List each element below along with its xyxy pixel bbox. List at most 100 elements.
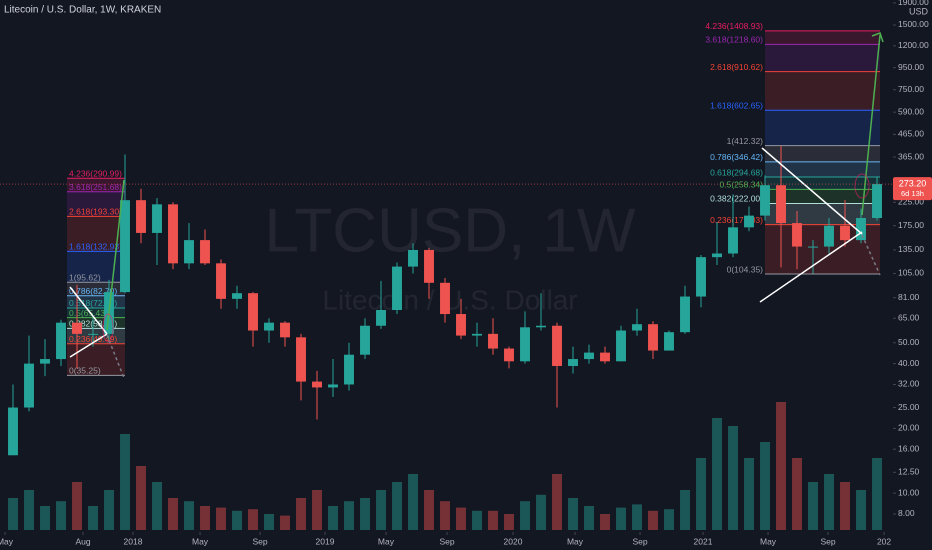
x-tick-label: May [567, 536, 584, 546]
fib-label: 1(95.62) [69, 272, 101, 282]
volume-bar [872, 458, 882, 530]
candle-body [808, 246, 818, 248]
volume-bar [424, 490, 434, 530]
watermark-symbol: LTCUSD, 1W [265, 196, 636, 265]
fib-zone [765, 161, 880, 178]
fib-label: 1.618(602.65) [710, 100, 763, 110]
volume-bar [280, 515, 290, 530]
volume-bar [392, 482, 402, 530]
candle-body [280, 322, 290, 338]
candle-body [568, 359, 578, 366]
chart-title: Litecoin / U.S. Dollar, 1W, KRAKEN [4, 5, 161, 16]
candle-body [376, 310, 386, 326]
volume-bar [120, 434, 130, 530]
candle-body [856, 218, 866, 241]
fib-zone [765, 71, 880, 111]
y-tick-label: 25.00 [898, 402, 920, 412]
candle-body [728, 227, 738, 254]
y-tick-label: 465.00 [898, 129, 924, 139]
candle-body [824, 225, 834, 247]
volume-bar [408, 474, 418, 530]
volume-bar [200, 506, 210, 530]
y-tick-label: 1500.00 [898, 19, 929, 29]
y-tick-label: 1200.00 [898, 40, 929, 50]
candle-body [232, 293, 242, 299]
time-axis [0, 532, 893, 550]
fib-zone [67, 216, 125, 252]
volume-bar [584, 506, 594, 530]
fib-zone [67, 317, 125, 329]
volume-bar [440, 501, 450, 530]
x-tick-label: May [0, 536, 14, 546]
y-tick-label: 16.00 [898, 443, 920, 453]
candle-body [392, 266, 402, 311]
x-tick-label: 2019 [316, 536, 335, 546]
price-tag-label: 273.20 [899, 178, 927, 188]
volume-bar [712, 418, 722, 530]
candle-body [472, 333, 482, 336]
volume-bar [792, 458, 802, 530]
trend-line [69, 333, 108, 358]
volume-bar [56, 501, 66, 530]
axis-unit: USD [909, 6, 929, 16]
candle-body [408, 249, 418, 267]
volume-bar [184, 501, 194, 530]
volume-bar [152, 482, 162, 530]
candle-body [504, 348, 514, 362]
candle-body [792, 223, 802, 247]
x-tick-label: 202 [877, 536, 891, 546]
y-tick-label: 8.00 [898, 508, 915, 518]
volume-bar [600, 514, 610, 530]
candle-body [184, 240, 194, 264]
x-tick-label: Sep [632, 536, 647, 546]
price-axis [893, 0, 932, 550]
trend-line [69, 286, 108, 335]
x-tick-label: 2020 [504, 536, 523, 546]
volume-bar [40, 506, 50, 530]
volume-bar [536, 494, 546, 530]
candle-body [312, 381, 322, 388]
y-tick-label: 10.00 [898, 487, 920, 497]
y-tick-label: 12.50 [898, 467, 920, 477]
candle-body [264, 322, 274, 331]
y-tick-label: 950.00 [898, 62, 924, 72]
price-tag [893, 177, 932, 201]
x-tick-label: 2018 [124, 536, 143, 546]
candle-body [120, 200, 130, 293]
y-tick-label: 20.00 [898, 423, 920, 433]
candle-body [440, 282, 450, 315]
candle-body [712, 253, 722, 258]
volume-layer [8, 402, 882, 530]
fib-zone [765, 30, 880, 45]
fib-label: 2.618(193.30) [69, 207, 122, 217]
y-tick-label: 590.00 [898, 106, 924, 116]
arrow-head [871, 32, 884, 43]
volume-bar [24, 490, 34, 530]
volume-bar [168, 498, 178, 530]
volume-bar [312, 490, 322, 530]
volume-bar [360, 498, 370, 530]
fib-label: 0(104.35) [727, 264, 764, 274]
fib-label: 0(35.25) [69, 366, 101, 376]
y-tick-label: 81.00 [898, 292, 920, 302]
watermark-subtitle: Litecoin / U.S. Dollar [322, 284, 577, 315]
dashed-line [106, 334, 125, 379]
dashed-line [861, 234, 881, 276]
candle-body [24, 363, 34, 408]
fib-label: 2.618(910.62) [710, 62, 763, 72]
y-tick-label: 175.00 [898, 220, 924, 230]
volume-bar [488, 510, 498, 530]
drawings [69, 32, 884, 379]
fib-label: 1(412.32) [727, 136, 764, 146]
volume-bar [520, 501, 530, 530]
candle-body [536, 325, 546, 328]
candle-body [696, 257, 706, 297]
y-tick-label: 50.00 [898, 337, 920, 347]
candle-body [488, 333, 498, 349]
y-tick-label: 135.00 [898, 244, 924, 254]
candle-body [88, 333, 98, 335]
volume-bar [696, 458, 706, 530]
volume-bar [504, 514, 514, 530]
